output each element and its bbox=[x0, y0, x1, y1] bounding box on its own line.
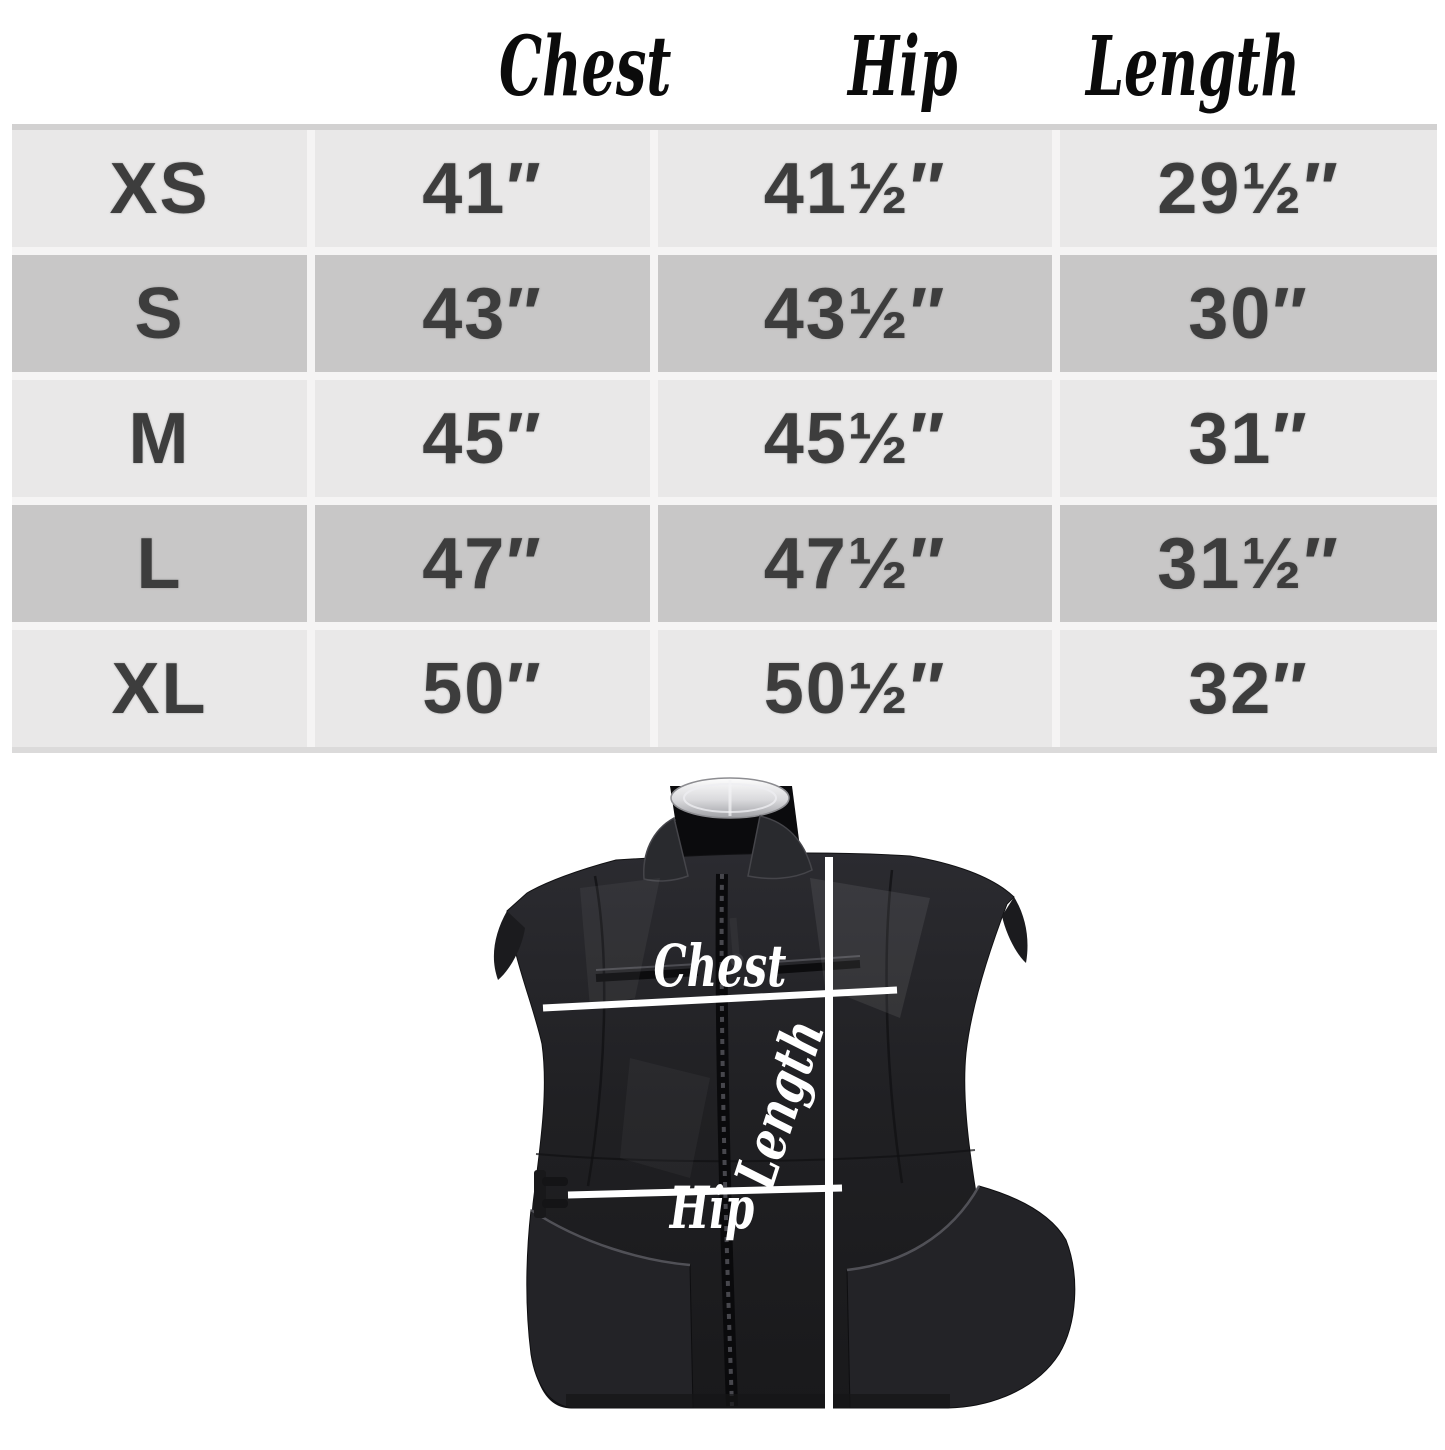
side-strap bbox=[534, 1170, 546, 1218]
length-cell: 32″ bbox=[1060, 630, 1437, 747]
table-row-l: L 47″ 47½″ 31½″ bbox=[12, 505, 1437, 622]
sheen-right-chest bbox=[810, 878, 930, 1018]
left-collar bbox=[643, 816, 689, 882]
vest-photo: Chest Hip Length bbox=[493, 777, 1076, 1409]
chest-cell: 43″ bbox=[315, 255, 650, 372]
table-row-m: M 45″ 45½″ 31″ bbox=[12, 380, 1437, 497]
length-cell: 31½″ bbox=[1060, 505, 1437, 622]
hip-measure-label: Hip bbox=[668, 1174, 754, 1242]
sheen-abdomen bbox=[620, 1058, 710, 1178]
hip-cell: 43½″ bbox=[658, 255, 1052, 372]
chest-cell: 45″ bbox=[315, 380, 650, 497]
size-cell: M bbox=[12, 380, 307, 497]
length-cell: 30″ bbox=[1060, 255, 1437, 372]
sheen-left-chest bbox=[580, 878, 660, 1008]
size-cell: L bbox=[12, 505, 307, 622]
left-chest-pocket bbox=[595, 968, 699, 982]
right-chest-pocket bbox=[773, 960, 861, 974]
chest-cell: 41″ bbox=[315, 130, 650, 247]
left-princess-seam bbox=[586, 875, 606, 1187]
zipper-teeth bbox=[719, 873, 734, 1407]
hip-cell: 50½″ bbox=[658, 630, 1052, 747]
column-header-hip: Hip bbox=[848, 19, 958, 115]
chest-measure-label: Chest bbox=[654, 932, 787, 1000]
zipper-pull-ring bbox=[730, 953, 744, 967]
length-cell: 31″ bbox=[1060, 380, 1437, 497]
left-chest-pocket-stitch bbox=[595, 963, 699, 971]
right-collar bbox=[747, 815, 813, 880]
buckle-prong-top bbox=[542, 1177, 568, 1186]
chest-cell: 47″ bbox=[315, 505, 650, 622]
left-pocket-edge-highlight bbox=[530, 1208, 691, 1267]
table-row-s: S 43″ 43½″ 30″ bbox=[12, 255, 1437, 372]
hip-cell: 47½″ bbox=[658, 505, 1052, 622]
table-row-xs: XS 41″ 41½″ 29½″ bbox=[12, 130, 1437, 247]
size-cell: XS bbox=[12, 130, 307, 247]
right-sleeve-wing bbox=[1002, 897, 1028, 963]
size-chart-table: XS 41″ 41½″ 29½″ S 43″ 43½″ 30″ M 45″ 45… bbox=[12, 124, 1437, 753]
right-chest-pocket-stitch bbox=[773, 955, 861, 963]
vest-measurement-figure: Chest Hip Length bbox=[430, 758, 1090, 1445]
table-row-xl: XL 50″ 50½″ 32″ bbox=[12, 630, 1437, 747]
hem-shadow bbox=[566, 1394, 950, 1408]
chest-cell: 50″ bbox=[315, 630, 650, 747]
left-sleeve-wing bbox=[493, 911, 525, 980]
chest-line bbox=[542, 986, 898, 1012]
hip-line bbox=[567, 1184, 843, 1199]
buckle-prong-bottom bbox=[542, 1199, 568, 1208]
right-pocket-edge-highlight bbox=[846, 1185, 981, 1272]
right-princess-seam bbox=[885, 869, 904, 1184]
column-header-chest: Chest bbox=[499, 19, 672, 115]
waist-seam bbox=[535, 1149, 976, 1163]
hip-cell: 41½″ bbox=[658, 130, 1052, 247]
size-cell: XL bbox=[12, 630, 307, 747]
hip-cell: 45½″ bbox=[658, 380, 1052, 497]
zipper-pull bbox=[729, 917, 740, 955]
column-header-length: Length bbox=[1086, 19, 1301, 115]
length-cell: 29½″ bbox=[1060, 130, 1437, 247]
size-cell: S bbox=[12, 255, 307, 372]
